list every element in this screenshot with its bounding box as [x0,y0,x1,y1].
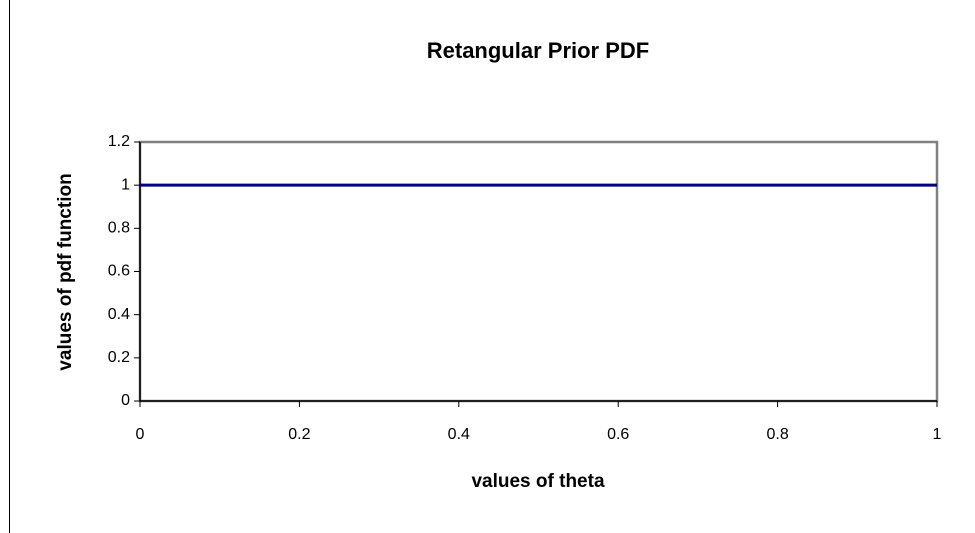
x-tick-label: 0.6 [607,426,629,443]
y-tick-label: 1.2 [108,133,130,150]
y-tick-label: 0.6 [108,263,130,280]
y-axis-label: values of pdf function [55,173,76,370]
y-tick-label: 0.8 [108,220,130,237]
x-axis-label: values of theta [471,471,604,492]
x-tick-label: 0.4 [448,426,470,443]
y-tick-label: 0.4 [108,306,130,323]
y-tick-label: 0 [121,392,130,409]
chart-title: Retangular Prior PDF [427,38,649,63]
y-tick-label: 1 [121,176,130,193]
x-tick-label: 0 [136,426,145,443]
x-tick-label: 0.8 [766,426,788,443]
x-tick-label: 0.2 [288,426,310,443]
plot-border [138,140,939,403]
x-tick-label: 1 [933,426,942,443]
y-tick-label: 0.2 [108,349,130,366]
